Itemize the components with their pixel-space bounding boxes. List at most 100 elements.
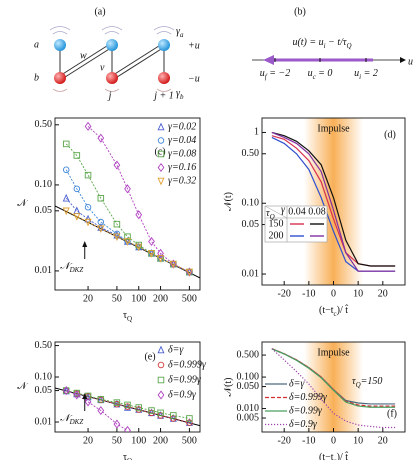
series-line bbox=[65, 197, 190, 273]
y-axis-label-part: 𝒩 bbox=[17, 381, 28, 392]
point bbox=[62, 166, 70, 174]
annotation-part: DKZ bbox=[69, 266, 84, 274]
point bbox=[148, 407, 155, 414]
legend-row: 200 bbox=[269, 230, 284, 241]
point bbox=[84, 121, 92, 131]
y-axis-label: 𝒩(t) bbox=[223, 192, 234, 211]
x-tick-label: 0 bbox=[331, 435, 336, 446]
point bbox=[186, 415, 193, 422]
point bbox=[97, 133, 105, 143]
x-axis-label-part: Q bbox=[127, 315, 132, 323]
point bbox=[84, 171, 92, 179]
point-label-part: u bbox=[354, 68, 359, 79]
site-a bbox=[158, 39, 170, 51]
annotation-part: =150 bbox=[361, 376, 383, 387]
axis-label: u bbox=[408, 56, 413, 67]
annotation-part: Q bbox=[356, 381, 361, 389]
gamma-label-part: b bbox=[180, 93, 184, 101]
y-axis-label-part: 𝒩(t) bbox=[223, 192, 234, 211]
equation-part: Q bbox=[346, 42, 351, 50]
gamma-label: γa bbox=[176, 26, 184, 38]
point bbox=[148, 236, 155, 247]
quench-arrowhead bbox=[263, 55, 274, 65]
annotation-part: 𝒩 bbox=[60, 413, 73, 424]
legend-marker bbox=[157, 376, 165, 384]
panel-label: (e) bbox=[144, 351, 155, 362]
point-label-part: c bbox=[313, 73, 317, 81]
legend-row: 150 bbox=[269, 218, 284, 229]
y-tick-label: 0.05 bbox=[35, 385, 53, 396]
bond bbox=[61, 45, 115, 80]
site-label: j bbox=[107, 90, 112, 101]
y-tick-label: 0.100 bbox=[237, 371, 260, 382]
y-tick-label: 0.10 bbox=[35, 179, 53, 190]
point bbox=[62, 386, 70, 396]
y-tick-label: 0.50 bbox=[35, 340, 53, 351]
panel-label: (a) bbox=[94, 6, 105, 17]
legend-column: 0.04 bbox=[288, 206, 306, 217]
series-line bbox=[66, 210, 190, 273]
y-tick-label: 0.10 bbox=[242, 198, 260, 209]
point bbox=[97, 194, 105, 202]
point bbox=[135, 210, 143, 220]
equation-part: i bbox=[324, 42, 326, 50]
point bbox=[73, 390, 81, 400]
impulse-region bbox=[303, 118, 364, 285]
legend-marker bbox=[157, 150, 165, 158]
point bbox=[157, 409, 164, 417]
annotation-arrowhead bbox=[82, 393, 88, 399]
point bbox=[84, 397, 92, 407]
point bbox=[157, 255, 165, 263]
y-axis-label: 𝒩(t) bbox=[223, 377, 234, 396]
point bbox=[147, 250, 155, 258]
legend-label: γ=0.32 bbox=[168, 175, 196, 186]
point bbox=[84, 218, 92, 227]
panel-label: (b) bbox=[294, 6, 306, 17]
annotation: 𝒩DKZ bbox=[60, 261, 83, 273]
legend-label: δ=γ bbox=[289, 378, 305, 389]
x-axis-label-part: Q bbox=[127, 457, 132, 460]
point bbox=[113, 160, 121, 170]
x-tick-label: 200 bbox=[153, 435, 168, 446]
point bbox=[113, 419, 121, 429]
point bbox=[135, 404, 142, 411]
x-tick-label: -10 bbox=[302, 288, 315, 299]
legend-rule bbox=[264, 205, 288, 219]
legend-label: γ=0.04 bbox=[168, 135, 196, 146]
gamma-label: γb bbox=[176, 88, 184, 100]
x-tick-label: 20 bbox=[378, 288, 388, 299]
point-label: uf = −2 bbox=[260, 68, 290, 80]
legend-label: δ=0.999γ bbox=[289, 392, 328, 403]
x-tick-label: 500 bbox=[182, 435, 197, 446]
x-axis-label-part: (t−t bbox=[319, 305, 334, 316]
x-axis-label-part: τ bbox=[123, 452, 127, 460]
site-label: j + 1 bbox=[152, 90, 174, 101]
y-tick-label: 1 bbox=[254, 127, 259, 138]
coupling-label: v bbox=[100, 62, 105, 73]
panel-label: (d) bbox=[384, 129, 396, 140]
point bbox=[84, 203, 92, 211]
annotation-part: τ bbox=[352, 376, 356, 387]
impulse-label: Impulse bbox=[317, 123, 350, 134]
y-tick-label: 0.050 bbox=[237, 381, 260, 392]
decay-arcs bbox=[49, 26, 175, 35]
legend-header-part: τ bbox=[266, 208, 270, 219]
x-axis-label-part: )/ t̂ bbox=[337, 304, 349, 316]
point-label-part: u bbox=[308, 68, 313, 79]
point bbox=[97, 218, 105, 226]
x-tick-label: 20 bbox=[83, 293, 93, 304]
y-tick-label: 0.005 bbox=[237, 412, 260, 423]
x-tick-label: 100 bbox=[131, 435, 146, 446]
x-tick-label: -10 bbox=[302, 435, 315, 446]
point bbox=[157, 248, 164, 258]
point bbox=[73, 213, 81, 221]
point-label-part: u bbox=[260, 68, 265, 79]
y-tick-label: 0.50 bbox=[242, 148, 260, 159]
coupling-label: w bbox=[80, 50, 87, 61]
plot-area bbox=[55, 121, 200, 279]
legend-label: δ=0.9γ bbox=[289, 419, 318, 430]
point bbox=[186, 419, 193, 426]
point bbox=[84, 392, 92, 401]
annotation: 𝒩DKZ bbox=[60, 413, 83, 425]
legend-marker bbox=[157, 162, 165, 173]
